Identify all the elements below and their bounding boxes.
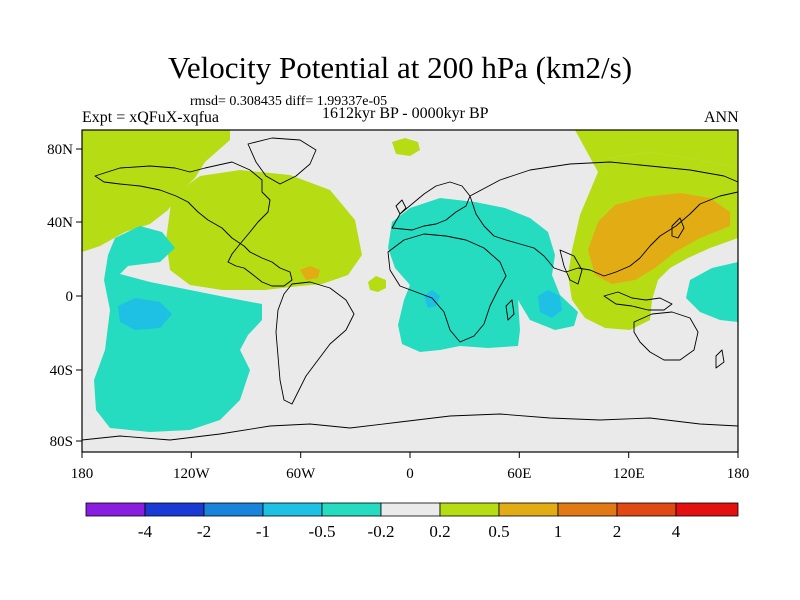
lat-tick-labels: 80N 40N 0 40S 80S [47, 142, 73, 450]
contour-field [82, 130, 738, 452]
colorbar-box [85, 502, 146, 517]
colorbar-box [616, 502, 677, 517]
colorbar-box [321, 502, 382, 517]
lon-tick-marks [81, 452, 739, 458]
lon-tick-label: 180 [71, 466, 94, 482]
asia-strong-positive-region [588, 193, 730, 284]
colorbar-label: -0.2 [368, 522, 395, 541]
arctic-positive-region [82, 130, 230, 252]
colorbar-box [144, 502, 205, 517]
colorbar-label: -0.5 [309, 522, 336, 541]
lon-tick-label: 120E [613, 466, 645, 482]
colorbar-label: 0.5 [488, 522, 509, 541]
lat-tick-label: 80N [47, 142, 73, 158]
colorbar-label: -2 [197, 522, 211, 541]
east-pacific-negative-region [686, 262, 738, 322]
coastline-south-america [275, 281, 355, 405]
colorbar-box [439, 502, 500, 517]
coastline-greenland [247, 137, 317, 185]
coastline-india [559, 249, 583, 285]
colorbar-box [675, 502, 739, 517]
coastline-africa [387, 233, 507, 343]
lon-tick-label: 180 [727, 466, 750, 482]
indian-ocean-strong-negative-spot [538, 290, 562, 318]
arctic-positive-region [575, 130, 738, 172]
colorbar-label: 4 [672, 522, 681, 541]
coastline-asia [469, 161, 738, 277]
period-label: 1612kyr BP - 0000kyr BP [322, 105, 489, 122]
coastline-north-america [94, 161, 293, 287]
north-pole-positive-blob [392, 138, 420, 156]
pacific-strong-negative-spot [118, 298, 172, 330]
coastline-antarctica [82, 413, 738, 441]
colorbar-box [557, 502, 618, 517]
colorbar-box [262, 502, 323, 517]
lon-tick-label: 0 [406, 466, 414, 482]
colorbar-box [203, 502, 264, 517]
lon-tick-label: 120W [173, 466, 211, 482]
coastline-new-zealand [715, 349, 725, 369]
colorbar-box [498, 502, 559, 517]
experiment-label: Expt = xQFuX-xqfua [82, 109, 220, 126]
africa-negative-region [388, 198, 578, 352]
coastline-uk [395, 199, 407, 215]
stats-text: rmsd= 0.308435 diff= 1.99337e-05 [190, 94, 388, 109]
lat-tick-label: 40S [50, 363, 73, 379]
pacific-negative-region [94, 226, 262, 432]
lon-tick-label: 60E [507, 466, 531, 482]
coastline-indonesia [603, 291, 673, 311]
coastline-australia [633, 311, 699, 361]
colorbar-label: 2 [613, 522, 622, 541]
season-label: ANN [704, 109, 739, 126]
colorbar-box [380, 502, 441, 517]
lon-tick-labels: 180 120W 60W 0 60E 120E 180 [71, 466, 750, 482]
lon-tick-label: 60W [286, 466, 316, 482]
lat-tick-label: 0 [66, 289, 74, 305]
coastline-madagascar [505, 299, 515, 321]
colorbar: -4 -2 -1 -0.5 -0.2 0.2 0.5 1 2 4 [85, 502, 739, 541]
colorbar-label: -1 [256, 522, 270, 541]
colorbar-label: 1 [554, 522, 563, 541]
lat-tick-label: 40N [47, 215, 73, 231]
atlantic-small-positive-blob [368, 276, 386, 292]
atlantic-positive-region [166, 170, 362, 290]
africa-strong-negative-spot [424, 290, 440, 308]
coastline-japan [671, 217, 685, 239]
lat-tick-marks [76, 148, 82, 442]
map-title: Velocity Potential at 200 hPa (km2/s) [167, 50, 633, 85]
colorbar-label: 0.2 [429, 522, 450, 541]
caribbean-positive-spot [300, 266, 320, 280]
coastlines [82, 137, 738, 441]
lat-tick-label: 80S [50, 434, 73, 450]
colorbar-label: -4 [138, 522, 153, 541]
